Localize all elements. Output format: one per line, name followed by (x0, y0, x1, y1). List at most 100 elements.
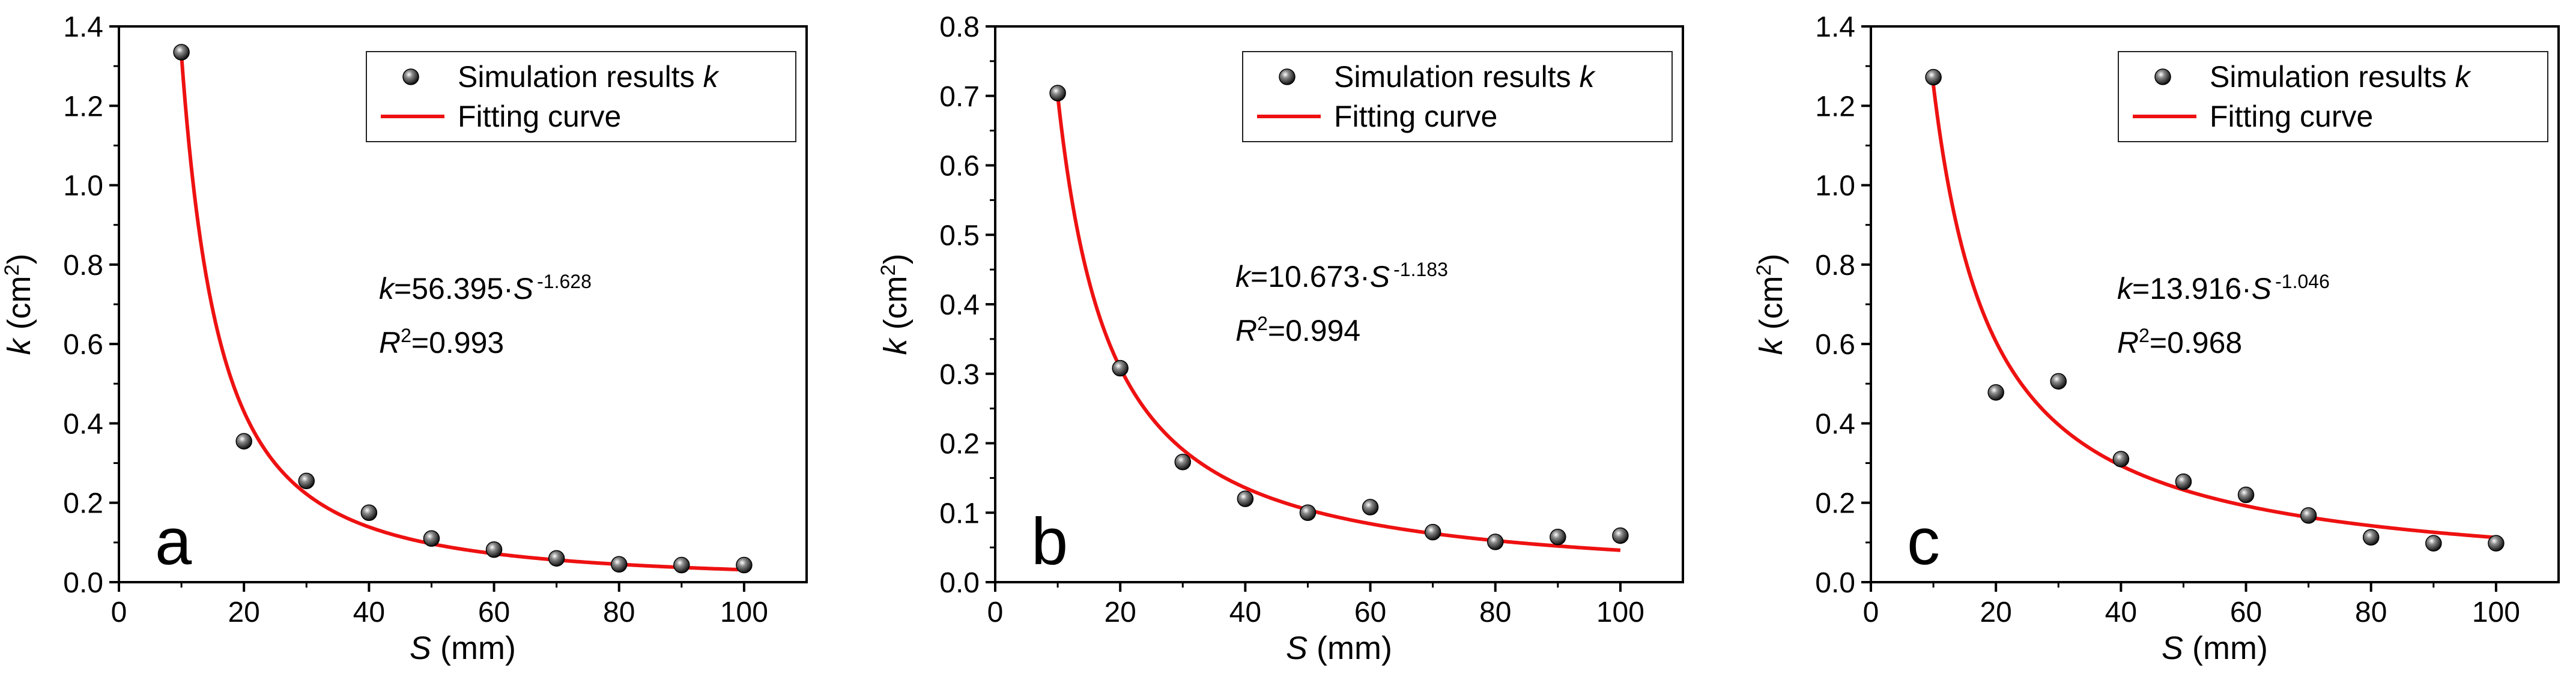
legend-label-simulation: Simulation results k (458, 60, 720, 94)
x-tick-label: 60 (2230, 597, 2262, 628)
y-tick-label: 0.0 (63, 567, 103, 599)
x-tick-label: 0 (1863, 597, 1879, 628)
x-tick-label: 100 (720, 597, 768, 628)
x-tick-label: 0 (111, 597, 127, 628)
equation-lhs: k (2117, 272, 2134, 305)
data-point (1049, 85, 1066, 101)
legend-box (366, 51, 796, 142)
x-axis-var: S (410, 630, 431, 666)
data-point (1237, 490, 1254, 507)
y-tick-label: 0.6 (63, 329, 103, 361)
y-tick-label: 1.4 (1815, 11, 1855, 43)
y-axis-var: k (1, 337, 37, 355)
y-tick-label: 1.0 (1815, 170, 1855, 202)
y-tick-label: 0.7 (939, 81, 980, 113)
data-point (1987, 384, 2004, 401)
data-point (360, 504, 378, 521)
panel-letter: c (1907, 505, 1940, 579)
x-tick-label: 80 (603, 597, 635, 628)
x-tick-label: 20 (1980, 597, 2011, 628)
y-axis-label: k (cm2) (877, 254, 914, 355)
legend: Simulation results k Fitting curve (1242, 51, 1673, 142)
data-point (736, 556, 753, 574)
y-tick-label: 0.3 (939, 359, 980, 391)
legend-simulation-text: Simulation results (1334, 60, 1571, 94)
legend-simulation-text: Simulation results (2210, 60, 2447, 94)
x-tick-label: 80 (2355, 597, 2387, 628)
y-tick-label: 0.4 (63, 408, 103, 440)
y-tick-label: 0.0 (1815, 567, 1855, 599)
data-point (2362, 529, 2380, 546)
data-point (485, 541, 503, 558)
equation-var: S (514, 272, 533, 305)
legend-simulation-text: Simulation results (458, 60, 695, 94)
fit-equation: k=13.916·S -1.046 (2117, 271, 2330, 305)
fit-r-squared: R2=0.994 (1235, 313, 1360, 348)
y-axis-unit-end: ) (1753, 254, 1789, 265)
y-tick-label: 0.2 (63, 488, 103, 520)
r2-value: =0.993 (411, 326, 504, 360)
data-point (2050, 373, 2067, 390)
legend-label-simulation: Simulation results k (1334, 60, 1596, 94)
legend-label-fit: Fitting curve (1334, 100, 1497, 133)
y-axis-unit-end: ) (1, 254, 37, 265)
x-tick-label: 20 (1104, 597, 1136, 628)
legend-simulation-var: k (1580, 60, 1596, 94)
y-tick-label: 1.2 (1815, 91, 1855, 122)
y-axis-label: k (cm2) (1, 254, 37, 355)
x-tick-label: 0 (987, 597, 1004, 628)
legend-marker-simulation (2154, 68, 2171, 85)
y-tick-label: 0.8 (939, 11, 980, 43)
x-axis-var: S (2162, 630, 2183, 666)
equation-coef: =10.673· (1250, 260, 1370, 293)
data-point (1925, 68, 1942, 86)
data-point (423, 530, 440, 547)
legend-label-fit: Fitting curve (458, 100, 621, 133)
x-axis-label: S (mm) (1286, 630, 1392, 666)
data-point (1362, 499, 1379, 516)
fitting-curve (1056, 95, 1621, 552)
data-point (2488, 535, 2505, 552)
x-tick-label: 60 (478, 597, 510, 628)
y-tick-label: 0.8 (1815, 250, 1855, 281)
x-axis-label: S (mm) (410, 630, 516, 666)
y-axis-unit-sup: 2 (1, 265, 23, 276)
data-point (235, 433, 252, 450)
y-tick-label: 0.4 (1815, 408, 1855, 440)
y-axis-var: k (877, 337, 914, 355)
legend-marker-simulation (402, 68, 419, 85)
x-axis-unit: (mm) (431, 630, 516, 666)
equation-var: S (1370, 260, 1390, 293)
x-axis-unit: (mm) (2183, 630, 2268, 666)
legend-box (2118, 51, 2548, 142)
data-point (2175, 473, 2192, 490)
r2-value: =0.994 (1268, 314, 1360, 348)
r2-sup: 2 (2139, 325, 2150, 346)
data-point (1487, 534, 1504, 550)
x-tick-label: 40 (2105, 597, 2137, 628)
y-tick-label: 0.5 (939, 220, 980, 251)
y-tick-label: 1.0 (63, 170, 103, 202)
legend: Simulation results k Fitting curve (366, 51, 796, 142)
r2-lhs: R (2117, 326, 2139, 360)
data-point (548, 550, 565, 567)
data-point (2112, 451, 2130, 468)
x-tick-label: 40 (353, 597, 385, 628)
data-point (1112, 360, 1129, 377)
x-tick-label: 100 (1596, 597, 1644, 628)
data-point (610, 556, 628, 573)
equation-exponent: -1.628 (537, 271, 592, 292)
data-point (2300, 507, 2317, 524)
equation-exponent: -1.183 (1393, 259, 1448, 280)
y-tick-label: 0.2 (939, 429, 980, 460)
data-point (173, 44, 190, 61)
x-tick-label: 20 (228, 597, 259, 628)
x-tick-label: 60 (1354, 597, 1386, 628)
legend-simulation-var: k (703, 60, 720, 94)
equation-exponent: -1.046 (2275, 271, 2330, 292)
equation-coef: =56.395· (394, 272, 514, 305)
x-tick-label: 40 (1229, 597, 1261, 628)
y-axis-unit: (cm (1753, 275, 1789, 338)
